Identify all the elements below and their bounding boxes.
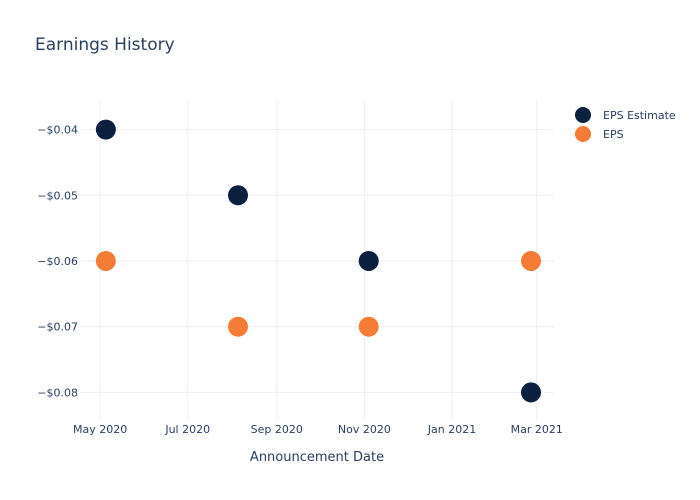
x-tick-label: Jul 2020 (164, 423, 210, 436)
legend-label: EPS (603, 128, 624, 141)
legend-label: EPS Estimate (603, 109, 676, 122)
data-point (358, 250, 379, 271)
x-axis-ticks: May 2020 Jul 2020 Sep 2020 Nov 2020 Jan 2021… (73, 423, 563, 436)
x-tick-label: Mar 2021 (511, 423, 563, 436)
y-tick-label: −$0.07 (37, 321, 78, 334)
legend: EPS Estimate EPS (575, 107, 676, 142)
data-point (521, 250, 542, 271)
data-point (228, 316, 248, 337)
data-point (521, 382, 542, 403)
x-tick-label: Nov 2020 (338, 423, 391, 436)
x-tick-label: May 2020 (73, 423, 127, 436)
grid-layer (80, 100, 554, 420)
legend-marker (575, 107, 591, 123)
x-tick-label: Jan 2021 (427, 423, 476, 436)
legend-marker (575, 126, 591, 142)
x-axis-title: Announcement Date (250, 450, 384, 465)
data-point (95, 250, 116, 271)
data-point (95, 119, 116, 140)
x-tick-label: Sep 2020 (251, 423, 303, 436)
data-point (228, 185, 248, 206)
y-tick-label: −$0.05 (37, 189, 78, 202)
y-tick-label: −$0.06 (37, 255, 78, 268)
chart-title: Earnings History (35, 35, 175, 55)
y-tick-label: −$0.04 (37, 124, 78, 137)
y-tick-label: −$0.08 (37, 386, 78, 399)
data-points (95, 119, 542, 403)
data-point (358, 316, 379, 337)
y-axis-ticks: −$0.04 −$0.05 −$0.06 −$0.07 −$0.08 (37, 124, 78, 400)
